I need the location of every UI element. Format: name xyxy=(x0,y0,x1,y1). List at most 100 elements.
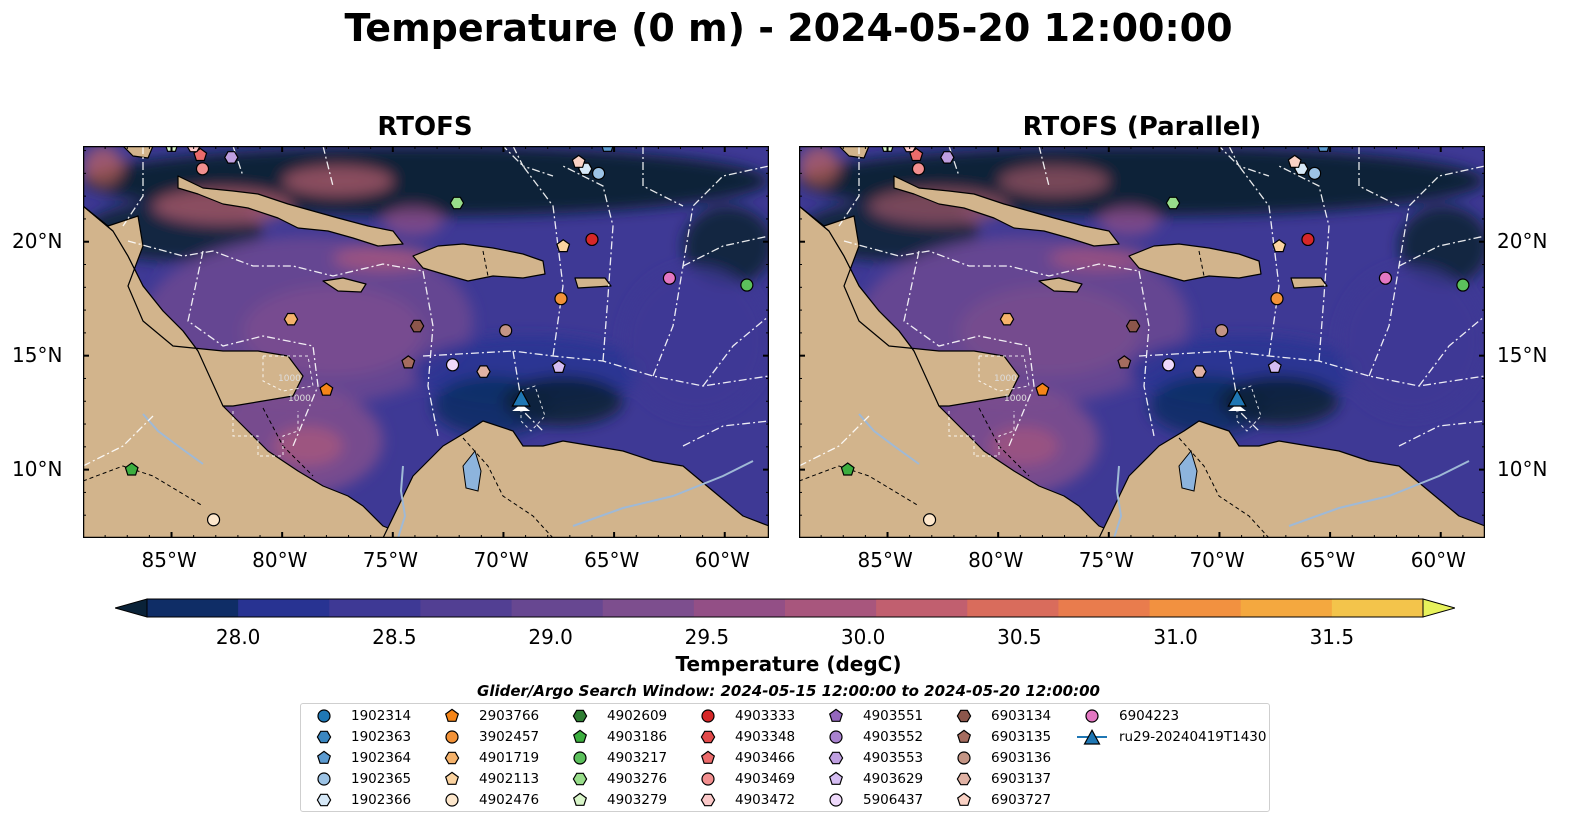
float-4901719 xyxy=(283,312,299,326)
isobath-label: 1000 xyxy=(288,394,311,404)
lake-maracaibo xyxy=(462,449,482,492)
lat-tick-label-right: 15°N xyxy=(1497,342,1548,367)
lat-tick-label-right: 10°N xyxy=(1497,456,1548,481)
circle-marker-icon xyxy=(701,772,715,786)
legend-pentagon-marker xyxy=(956,729,972,743)
float-6903136 xyxy=(1215,324,1229,338)
colorbar-bin xyxy=(147,599,239,617)
legend-item: 4902476 xyxy=(437,790,539,810)
lon-tick-label: 65°W xyxy=(1300,548,1356,572)
colorbar-bin xyxy=(1331,599,1424,617)
glider-ru29-20240419T1430 xyxy=(511,388,531,407)
legend-item: 1902363 xyxy=(309,727,411,747)
legend-pentagon-marker xyxy=(572,792,588,806)
lon-tick-label: 85°W xyxy=(141,548,197,572)
colorbar-label: Temperature (degC) xyxy=(675,652,902,676)
legend-circle-marker xyxy=(317,709,331,723)
legend-item: 6904223 xyxy=(1077,706,1179,726)
float-4902476 xyxy=(922,513,937,527)
circle-marker-icon xyxy=(957,751,971,765)
lon-tick-label: 85°W xyxy=(857,548,913,572)
float-6904223 xyxy=(662,271,677,285)
colorbar-tick-label: 31.0 xyxy=(1153,625,1198,649)
float-1902364 xyxy=(1317,146,1330,152)
legend-item: 4903472 xyxy=(693,790,795,810)
float-6903137 xyxy=(1192,365,1207,378)
legend-item: 4903629 xyxy=(821,769,923,789)
float-4902113 xyxy=(1272,238,1287,253)
legend-item-label: 4903279 xyxy=(607,792,668,808)
legend-item-label: 1902365 xyxy=(351,771,412,787)
legend-item: 6903727 xyxy=(949,790,1051,810)
colorbar-bin xyxy=(511,599,604,617)
legend-item-label: 4903551 xyxy=(863,708,924,724)
pentagon-marker-icon xyxy=(316,750,332,764)
hexagon-marker-icon xyxy=(700,793,716,807)
legend-hexagon-marker xyxy=(828,751,844,765)
legend-item-label: 4903276 xyxy=(607,771,668,787)
legend-item: 1902314 xyxy=(309,706,411,726)
legend-circle-marker xyxy=(573,751,587,765)
land-cuba xyxy=(177,175,404,247)
legend-item: 1902366 xyxy=(309,790,411,810)
legend-item: 2903766 xyxy=(437,706,539,726)
colorbar-bin xyxy=(693,599,786,617)
legend-item-label: 4903469 xyxy=(735,771,796,787)
colorbar-tick-label: 28.0 xyxy=(215,625,261,649)
lon-tick-label: 70°W xyxy=(473,548,529,572)
legend-item-label: 4903553 xyxy=(863,750,924,766)
eez-boundaries xyxy=(799,146,1485,467)
legend-item-label: 4903333 xyxy=(735,708,796,724)
pentagon-marker-icon xyxy=(828,708,844,722)
legend-item: 4903469 xyxy=(693,769,795,789)
hexagon-marker-icon xyxy=(572,709,588,723)
circle-marker-icon xyxy=(829,730,843,744)
colorbar-tick-label: 31.5 xyxy=(1309,625,1355,649)
legend-item-label: 1902364 xyxy=(351,750,412,766)
legend-item-label: 4902113 xyxy=(479,771,540,787)
float-2903766 xyxy=(1035,382,1050,396)
hexagon-marker-icon xyxy=(316,793,332,807)
legend-hexagon-marker xyxy=(700,730,716,744)
float-4903469 xyxy=(911,162,926,176)
legend-circle-marker xyxy=(957,751,971,765)
lat-tick-label-left: 10°N xyxy=(12,456,63,481)
panel-title-rtofs-parallel: RTOFS (Parallel) xyxy=(1022,112,1262,142)
float-6903137 xyxy=(476,365,491,378)
float-4903186 xyxy=(124,462,139,476)
eez-boundaries xyxy=(83,146,769,467)
float-4903276 xyxy=(1165,196,1181,210)
lon-tick-label: 75°W xyxy=(362,548,419,572)
legend-item-label: ru29-20240419T1430 xyxy=(1119,729,1267,745)
float-4903276 xyxy=(449,196,465,210)
legend-item-label: 1902314 xyxy=(351,708,412,724)
legend-item-label: 4903552 xyxy=(863,729,924,745)
legend-item-label: 4903217 xyxy=(607,750,668,766)
colorbar-bin xyxy=(1149,599,1242,617)
legend-item: 4903552 xyxy=(821,727,923,747)
legend-item: 6903134 xyxy=(949,706,1051,726)
float-6903134 xyxy=(409,319,425,333)
hexagon-marker-icon xyxy=(316,730,332,744)
hexagon-marker-icon xyxy=(828,751,844,765)
lon-tick-label: 70°W xyxy=(1189,548,1245,572)
legend-circle-marker xyxy=(317,772,331,786)
legend-hexagon-marker xyxy=(700,793,716,807)
float-4903469 xyxy=(195,162,210,176)
legend-pentagon-marker xyxy=(828,708,844,722)
legend-item: 6903137 xyxy=(949,769,1051,789)
panel-title-rtofs: RTOFS xyxy=(377,112,473,142)
legend-item: 4903276 xyxy=(565,769,667,789)
legend-item: 5906437 xyxy=(821,790,923,810)
float-4903553 xyxy=(224,151,239,164)
legend-item-label: 4903348 xyxy=(735,729,796,745)
legend-item-label: 4901719 xyxy=(479,750,540,766)
legend-item: 4903551 xyxy=(821,706,923,726)
legend-item-label: 2903766 xyxy=(479,708,540,724)
legend-pentagon-marker xyxy=(956,792,972,806)
glider-ru29-20240419T1430 xyxy=(1227,388,1247,407)
float-1902365 xyxy=(592,166,606,180)
legend-item: ru29-20240419T1430 xyxy=(1077,727,1266,747)
legend-pentagon-marker xyxy=(444,708,460,722)
legend-header: Glider/Argo Search Window: 2024-05-15 12… xyxy=(477,682,1100,700)
